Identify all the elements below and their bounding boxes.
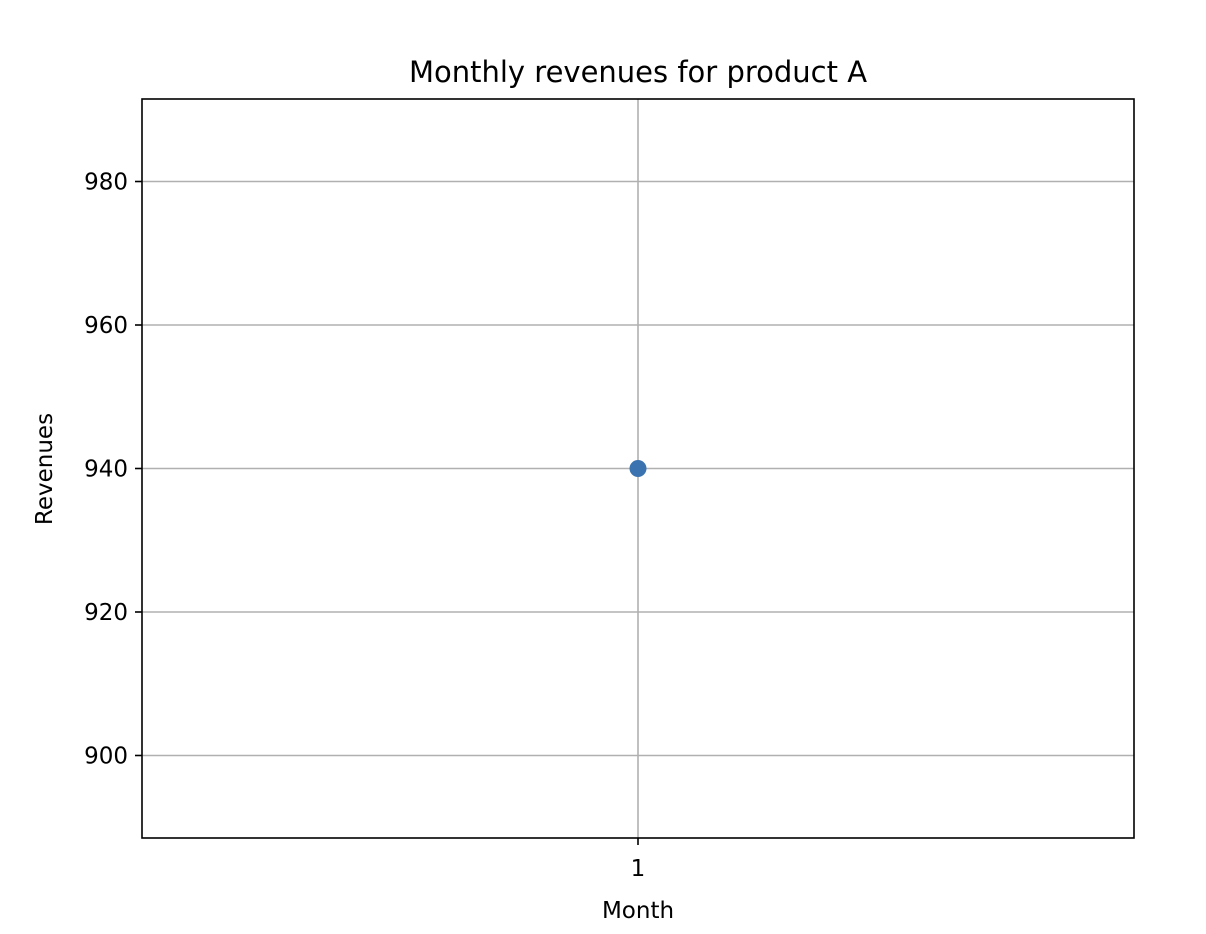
y-tick-label: 900	[84, 743, 128, 769]
data-points	[629, 460, 647, 477]
y-axis-label: Revenues	[32, 413, 58, 525]
chart-title: Monthly revenues for product A	[409, 55, 867, 89]
y-tick-label: 980	[84, 170, 128, 196]
data-point	[629, 460, 647, 477]
x-axis: 1	[631, 838, 646, 882]
x-axis-label: Month	[602, 898, 674, 924]
x-tick-label: 1	[631, 856, 646, 882]
y-tick-label: 960	[84, 313, 128, 339]
y-tick-label: 920	[84, 600, 128, 626]
y-axis: 900 920 940 960 980	[84, 170, 142, 769]
y-tick-label: 940	[84, 457, 128, 483]
